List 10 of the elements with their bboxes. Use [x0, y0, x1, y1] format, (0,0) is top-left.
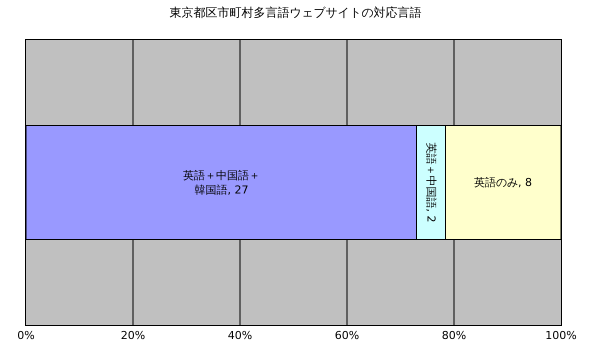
annotation: 英語のみ, 8	[474, 176, 532, 189]
x-tick-label: 40%	[228, 329, 252, 342]
x-tick-label: 60%	[334, 329, 360, 342]
chart-title: 東京都区市町村多言語ウェブサイトの対応言語	[170, 5, 422, 20]
x-tick-label: 20%	[120, 329, 146, 342]
x-tick-label: 100%	[545, 329, 577, 342]
x-tick-label: 0%	[17, 329, 35, 342]
annotation: 英語＋中国語＋韓国語, 27	[183, 169, 260, 196]
annotation: 英語＋中国語, 2	[424, 142, 438, 222]
x-tick-label: 80%	[442, 329, 466, 342]
